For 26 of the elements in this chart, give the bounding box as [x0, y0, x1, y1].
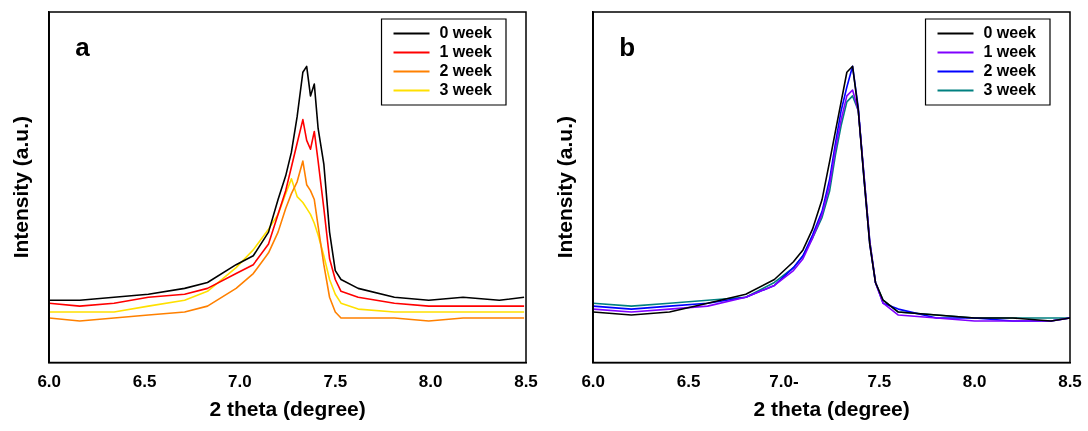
- x-tick-label: 8.0: [962, 372, 987, 392]
- legend-label: 0 week: [439, 23, 493, 41]
- x-tick-label: 6.0: [37, 372, 62, 392]
- x-tick-label: 8.0: [418, 372, 443, 392]
- legend-label: 1 week: [983, 42, 1037, 60]
- x-tick-label: 7.5: [867, 372, 892, 392]
- x-tick-label: 7.0-: [769, 372, 799, 392]
- text: b: [619, 32, 636, 63]
- legend-label: 3 week: [983, 80, 1037, 98]
- x-tick-label: 7.0: [228, 372, 252, 392]
- x-axis-title: 2 theta (degree): [209, 397, 366, 421]
- x-tick-label: 6.5: [676, 372, 701, 392]
- legend-label: 3 week: [439, 80, 493, 98]
- x-tick-label: 7.5: [323, 372, 348, 392]
- x-tick-label: 6.0: [581, 372, 606, 392]
- y-axis-title: Intensity (a.u.): [553, 116, 577, 259]
- x-tick-label: 6.5: [132, 372, 157, 392]
- legend-label: 0 week: [983, 23, 1037, 41]
- legend-label: 2 week: [983, 61, 1037, 79]
- text: a: [75, 32, 91, 63]
- legend-label: 2 week: [439, 61, 493, 79]
- x-tick-label: 8.5: [514, 372, 538, 392]
- y-axis-title: Intensity (a.u.): [9, 116, 33, 259]
- legend-label: 1 week: [439, 42, 493, 60]
- x-tick-label: 8.5: [1058, 372, 1082, 392]
- x-axis-title: 2 theta (degree): [753, 397, 910, 421]
